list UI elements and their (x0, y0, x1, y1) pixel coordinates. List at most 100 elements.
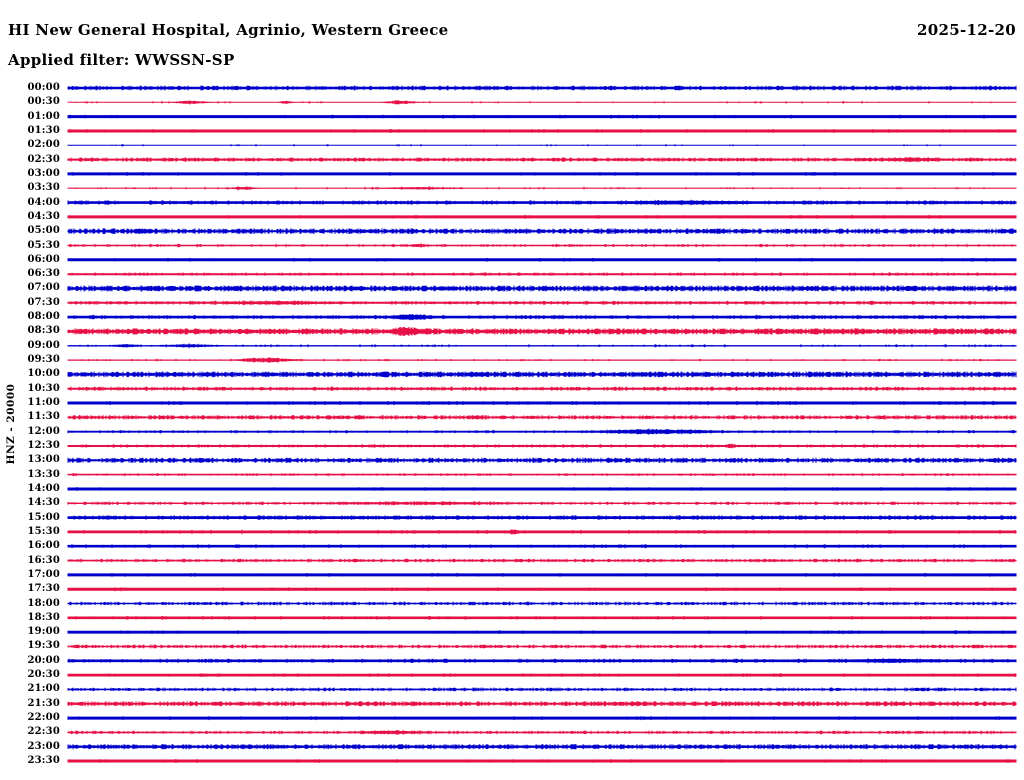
trace-row-12:30[interactable] (67, 443, 1017, 449)
trace-row-03:00[interactable] (67, 172, 1017, 176)
trace-row-21:30[interactable] (67, 701, 1017, 707)
trace-row-12:00[interactable] (67, 428, 1017, 435)
time-label-03:30: 03:30 (27, 182, 60, 194)
trace-row-11:30[interactable] (67, 415, 1017, 420)
time-label-10:00: 10:00 (27, 368, 60, 380)
time-label-01:00: 01:00 (27, 110, 60, 122)
time-label-21:00: 21:00 (27, 683, 60, 695)
trace-row-11:00[interactable] (67, 400, 1017, 406)
time-label-08:30: 08:30 (27, 325, 60, 337)
time-label-04:30: 04:30 (27, 210, 60, 222)
trace-row-15:00[interactable] (67, 515, 1017, 520)
time-label-23:00: 23:00 (27, 740, 60, 752)
applied-filter-label: Applied filter: WWSSN-SP (8, 51, 235, 69)
trace-row-18:00[interactable] (67, 601, 1017, 606)
time-label-13:30: 13:30 (27, 468, 60, 480)
trace-row-23:30[interactable] (67, 759, 1017, 763)
time-label-09:30: 09:30 (27, 354, 60, 366)
time-label-03:00: 03:00 (27, 167, 60, 179)
trace-row-02:30[interactable] (67, 156, 1017, 163)
trace-row-10:00[interactable] (67, 371, 1017, 378)
date-label: 2025-12-20 (917, 21, 1016, 39)
trace-row-01:00[interactable] (67, 114, 1017, 119)
time-label-15:00: 15:00 (27, 511, 60, 523)
trace-row-14:00[interactable] (67, 487, 1017, 491)
trace-row-08:30[interactable] (67, 326, 1017, 336)
trace-row-22:30[interactable] (67, 730, 1017, 735)
time-label-00:00: 00:00 (27, 82, 60, 93)
trace-row-05:30[interactable] (67, 243, 1017, 248)
trace-row-07:00[interactable] (67, 285, 1017, 292)
trace-row-19:30[interactable] (67, 644, 1017, 649)
time-label-15:30: 15:30 (27, 525, 60, 537)
trace-row-06:00[interactable] (67, 257, 1017, 262)
trace-row-10:30[interactable] (67, 386, 1017, 391)
time-label-20:30: 20:30 (27, 669, 60, 681)
trace-row-17:30[interactable] (67, 587, 1017, 592)
time-label-01:30: 01:30 (27, 124, 60, 136)
trace-row-08:00[interactable] (67, 314, 1017, 321)
time-label-00:30: 00:30 (27, 96, 60, 108)
trace-row-13:00[interactable] (67, 457, 1017, 463)
trace-row-05:00[interactable] (67, 228, 1017, 234)
trace-row-02:00[interactable] (67, 144, 1017, 147)
time-label-06:00: 06:00 (27, 253, 60, 265)
time-label-02:00: 02:00 (27, 139, 60, 151)
time-label-16:30: 16:30 (27, 554, 60, 566)
time-label-11:00: 11:00 (27, 397, 60, 409)
time-label-09:00: 09:00 (27, 339, 60, 351)
trace-row-21:00[interactable] (67, 687, 1017, 692)
trace-row-22:00[interactable] (67, 716, 1017, 721)
time-label-22:30: 22:30 (27, 726, 60, 738)
trace-row-16:30[interactable] (67, 558, 1017, 563)
time-label-22:00: 22:00 (27, 712, 60, 724)
time-label-06:30: 06:30 (27, 268, 60, 280)
time-label-04:00: 04:00 (27, 196, 60, 208)
time-label-14:00: 14:00 (27, 482, 60, 494)
trace-row-00:00[interactable] (67, 85, 1017, 91)
trace-row-20:30[interactable] (67, 673, 1017, 677)
time-label-18:30: 18:30 (27, 611, 60, 623)
trace-row-00:30[interactable] (67, 100, 1017, 105)
time-label-07:00: 07:00 (27, 282, 60, 294)
time-label-07:30: 07:30 (27, 296, 60, 308)
time-label-10:30: 10:30 (27, 382, 60, 394)
trace-row-23:00[interactable] (67, 744, 1017, 750)
trace-row-19:00[interactable] (67, 630, 1017, 635)
trace-row-18:30[interactable] (67, 615, 1017, 620)
time-label-12:00: 12:00 (27, 425, 60, 437)
trace-row-13:30[interactable] (67, 473, 1017, 477)
time-label-12:30: 12:30 (27, 440, 60, 451)
trace-row-06:30[interactable] (67, 272, 1017, 276)
trace-row-16:00[interactable] (67, 544, 1017, 549)
trace-row-15:30[interactable] (67, 529, 1017, 535)
time-label-14:30: 14:30 (27, 497, 60, 509)
trace-row-17:00[interactable] (67, 572, 1017, 577)
trace-row-09:00[interactable] (67, 343, 1017, 349)
time-label-16:00: 16:00 (27, 540, 60, 552)
time-label-08:00: 08:00 (27, 311, 60, 323)
trace-row-04:30[interactable] (67, 214, 1017, 219)
trace-row-04:00[interactable] (67, 199, 1017, 206)
trace-row-09:30[interactable] (67, 357, 1017, 363)
time-label-18:00: 18:00 (27, 597, 60, 609)
time-label-05:30: 05:30 (27, 239, 60, 251)
time-label-02:30: 02:30 (27, 153, 60, 165)
trace-row-03:30[interactable] (67, 186, 1017, 191)
time-label-13:00: 13:00 (27, 454, 60, 466)
time-label-17:00: 17:00 (27, 568, 60, 580)
time-label-05:00: 05:00 (27, 225, 60, 237)
station-title: HI New General Hospital, Agrinio, Wester… (8, 21, 449, 39)
trace-row-14:30[interactable] (67, 501, 1017, 506)
time-label-11:30: 11:30 (27, 411, 60, 423)
trace-row-01:30[interactable] (67, 129, 1017, 133)
time-label-20:00: 20:00 (27, 654, 60, 666)
trace-row-20:00[interactable] (67, 658, 1017, 664)
time-label-21:30: 21:30 (27, 697, 60, 709)
time-label-23:30: 23:30 (27, 755, 60, 767)
time-label-17:30: 17:30 (27, 583, 60, 595)
time-label-19:00: 19:00 (27, 626, 60, 638)
trace-row-07:30[interactable] (67, 300, 1017, 306)
